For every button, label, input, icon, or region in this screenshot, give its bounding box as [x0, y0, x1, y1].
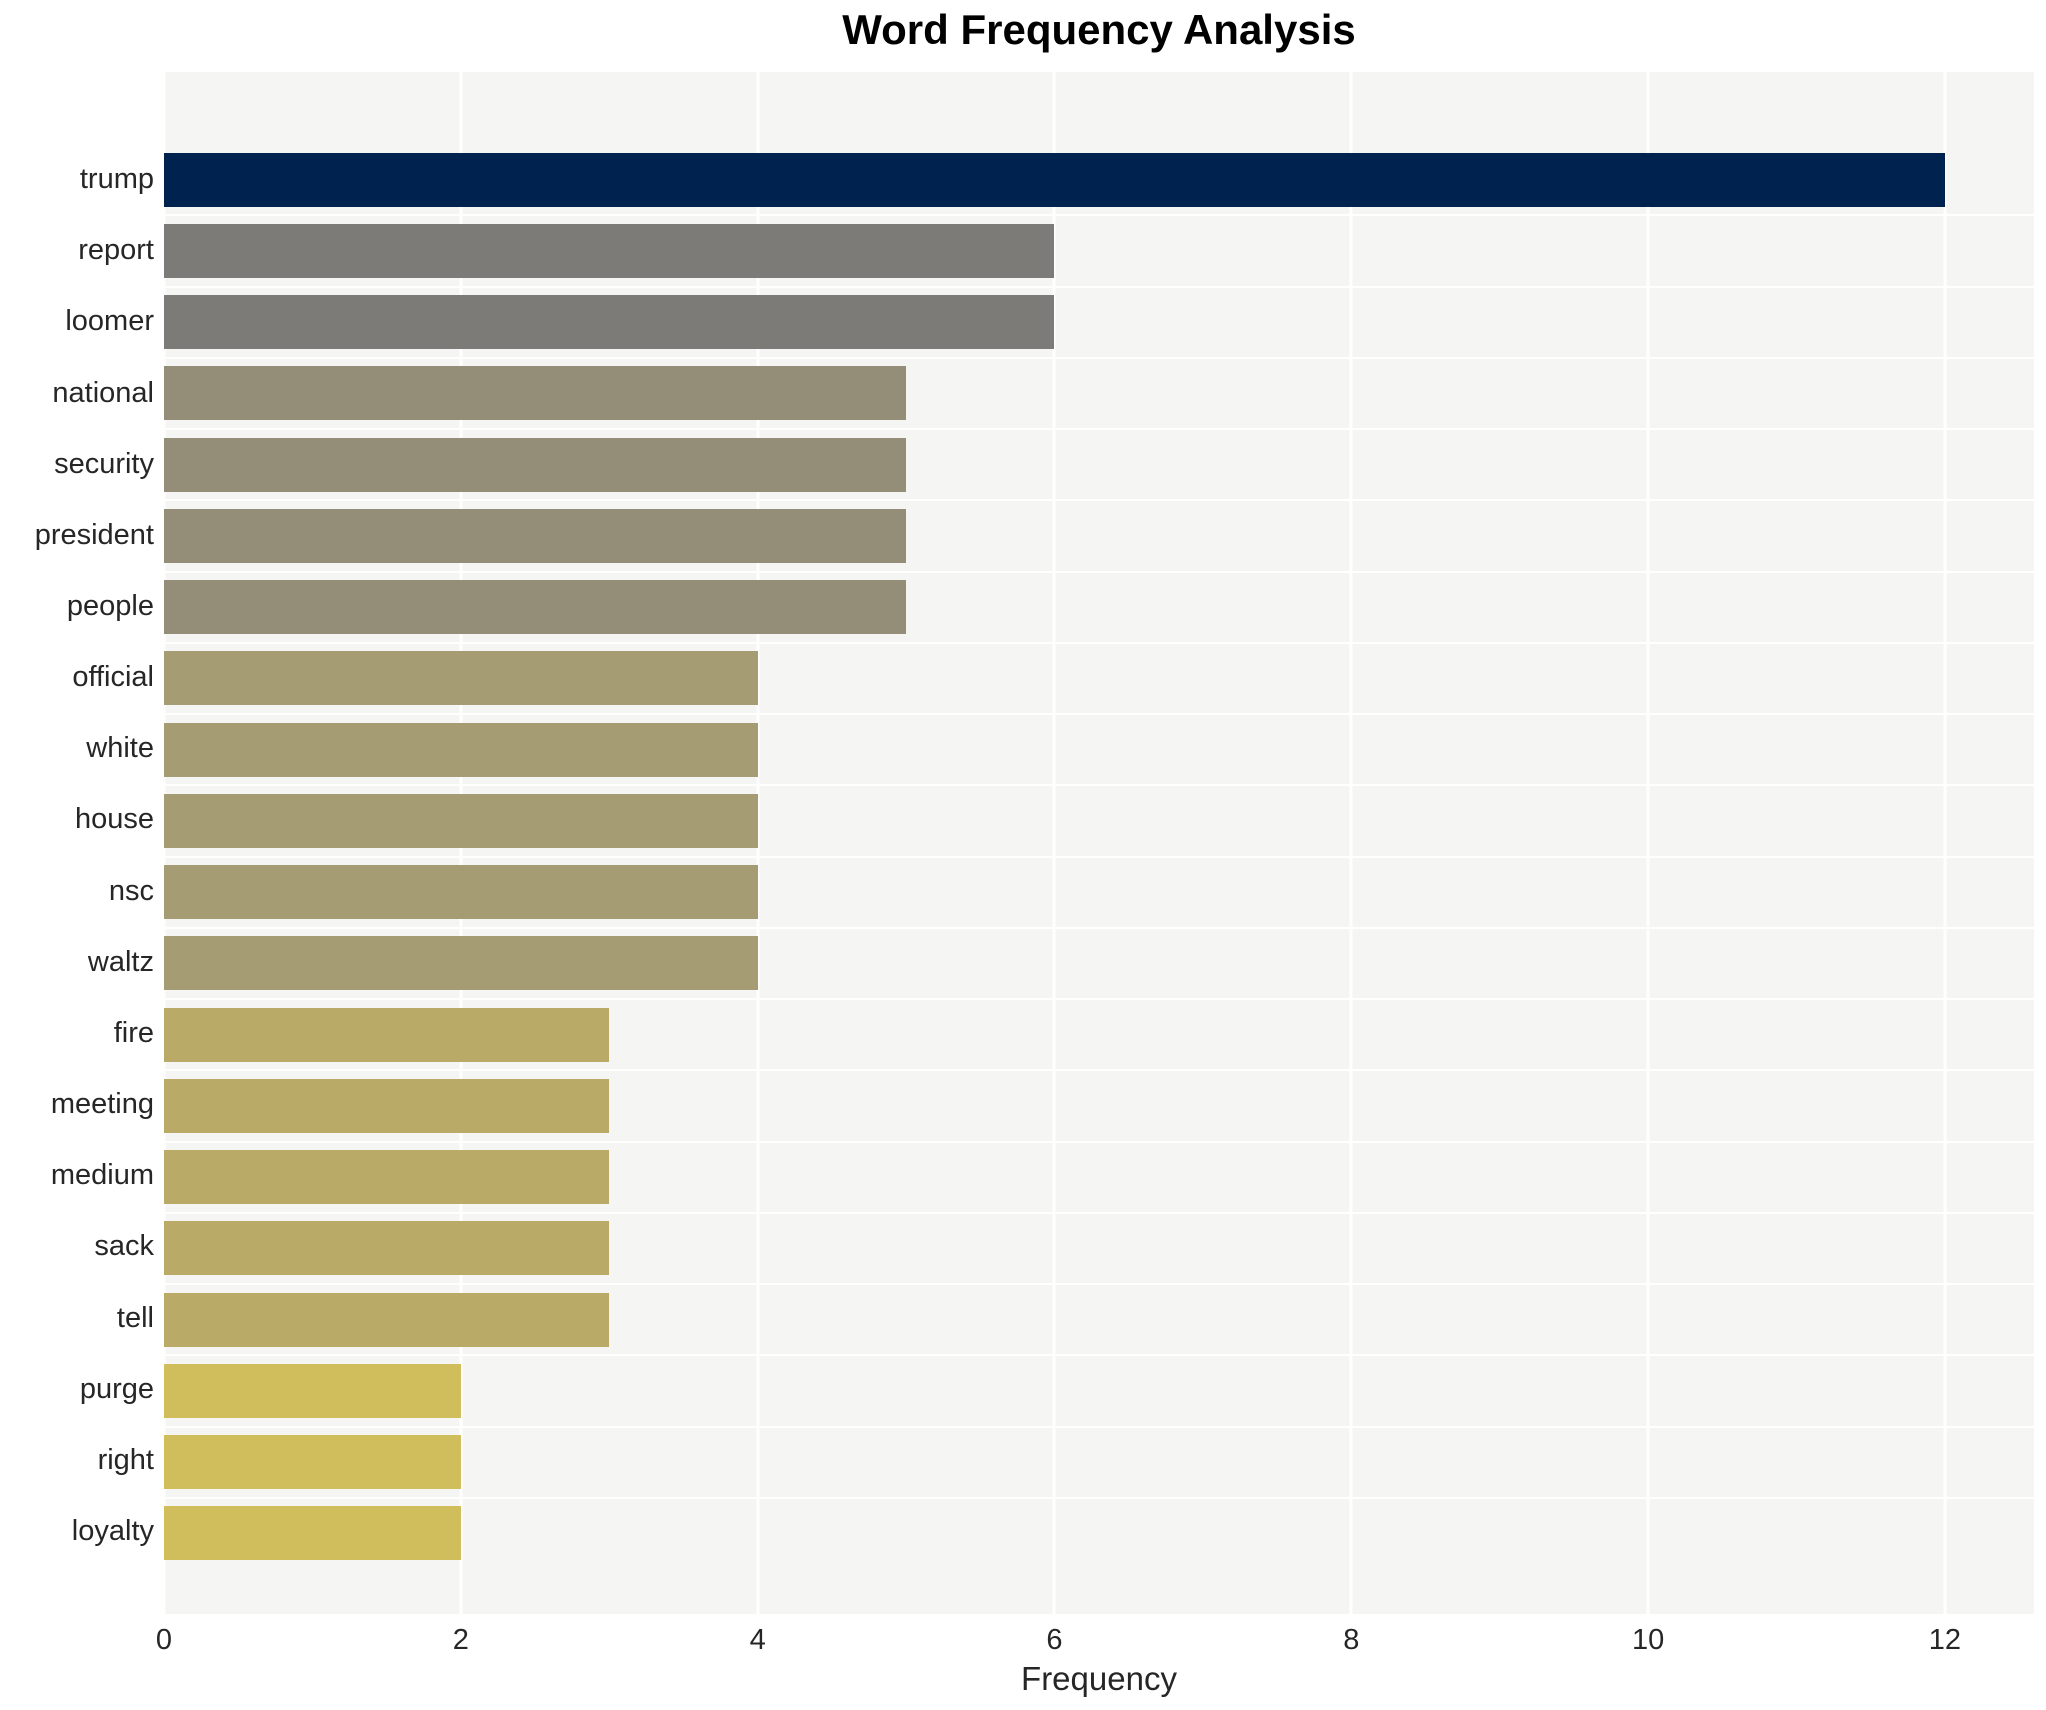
x-tick-label-2: 2	[452, 1624, 469, 1656]
gridline-x-12	[1943, 72, 1947, 1614]
bar-purge	[164, 1363, 461, 1418]
x-tick-label-0: 0	[155, 1624, 173, 1656]
chart-title: Word Frequency Analysis	[842, 6, 1356, 53]
bar-row-people	[164, 573, 2034, 644]
plot-area	[164, 72, 2034, 1614]
bar-nsc	[164, 865, 758, 920]
bar-row-right	[164, 1428, 2034, 1499]
x-axis-ticks: 0 2 4 6 8 10 12	[156, 1614, 2034, 1658]
bar-row-national	[164, 359, 2034, 430]
bar-row-security	[164, 430, 2034, 502]
bar-row-meeting	[164, 1071, 2034, 1143]
bar-row-loomer	[164, 288, 2034, 359]
bar-row-official	[164, 644, 2034, 715]
y-tick-label-house: house	[74, 803, 154, 836]
bar-people	[164, 580, 907, 635]
gridline-x-4	[756, 72, 760, 1614]
gridline-x-10	[1646, 72, 1650, 1614]
y-tick-label-waltz: waltz	[87, 945, 154, 978]
bar-row-medium	[164, 1143, 2034, 1214]
bar-report	[164, 223, 1055, 278]
y-tick-label-nsc: nsc	[108, 874, 154, 907]
bar-row-president	[164, 501, 2034, 573]
bar-row-purge	[164, 1356, 2034, 1428]
x-tick-label-4: 4	[749, 1624, 766, 1656]
bar-tell	[164, 1292, 610, 1347]
y-tick-label-report: report	[78, 234, 154, 267]
y-tick-label-loomer: loomer	[65, 305, 154, 338]
x-tick-label-12: 12	[1928, 1624, 1962, 1656]
bar-president	[164, 508, 907, 563]
y-tick-label-medium: medium	[50, 1159, 154, 1192]
bar-house	[164, 793, 758, 848]
bar-loomer	[164, 295, 1055, 350]
y-tick-label-fire: fire	[113, 1016, 154, 1049]
y-tick-label-right: right	[97, 1443, 154, 1476]
bar-sack	[164, 1221, 610, 1276]
bar-row-nsc	[164, 858, 2034, 929]
bar-loyalty	[164, 1506, 461, 1561]
y-tick-label-president: president	[34, 518, 154, 551]
y-tick-label-security: security	[54, 447, 154, 480]
bar-fire	[164, 1007, 610, 1062]
bar-security	[164, 437, 907, 492]
bar-row-loyalty	[164, 1499, 2034, 1568]
bar-row-white	[164, 715, 2034, 787]
x-tick-label-10: 10	[1631, 1624, 1665, 1656]
bar-white	[164, 722, 758, 777]
y-tick-label-national: national	[52, 376, 154, 409]
bars-layer	[164, 72, 2034, 1614]
y-tick-label-loyalty: loyalty	[71, 1515, 154, 1548]
x-tick-label-6: 6	[1046, 1624, 1063, 1656]
y-tick-label-trump: trump	[79, 163, 154, 196]
bar-row-waltz	[164, 929, 2034, 1000]
x-axis-label: Frequency	[1021, 1660, 1177, 1697]
bar-row-trump	[164, 145, 2034, 217]
bar-right	[164, 1435, 461, 1490]
gridline-x-8	[1349, 72, 1353, 1614]
x-tick-label-8: 8	[1343, 1624, 1360, 1656]
bar-row-house	[164, 786, 2034, 858]
bar-medium	[164, 1150, 610, 1205]
bar-meeting	[164, 1078, 610, 1133]
y-tick-label-tell: tell	[116, 1301, 154, 1334]
bar-national	[164, 366, 907, 421]
y-tick-label-people: people	[66, 590, 154, 623]
y-axis-labels: trump report loomer national security preside…	[0, 145, 154, 1568]
bar-official	[164, 651, 758, 706]
gridline-x-6	[1052, 72, 1056, 1614]
bar-row-fire	[164, 1000, 2034, 1072]
bar-trump	[164, 152, 1945, 207]
bar-waltz	[164, 936, 758, 991]
bar-row-tell	[164, 1285, 2034, 1357]
bar-row-sack	[164, 1214, 2034, 1285]
y-tick-label-meeting: meeting	[50, 1088, 154, 1121]
y-tick-label-purge: purge	[79, 1372, 154, 1405]
bar-row-report	[164, 216, 2034, 288]
y-tick-label-white: white	[86, 732, 154, 765]
y-tick-label-sack: sack	[94, 1230, 154, 1263]
y-tick-label-official: official	[72, 661, 154, 694]
